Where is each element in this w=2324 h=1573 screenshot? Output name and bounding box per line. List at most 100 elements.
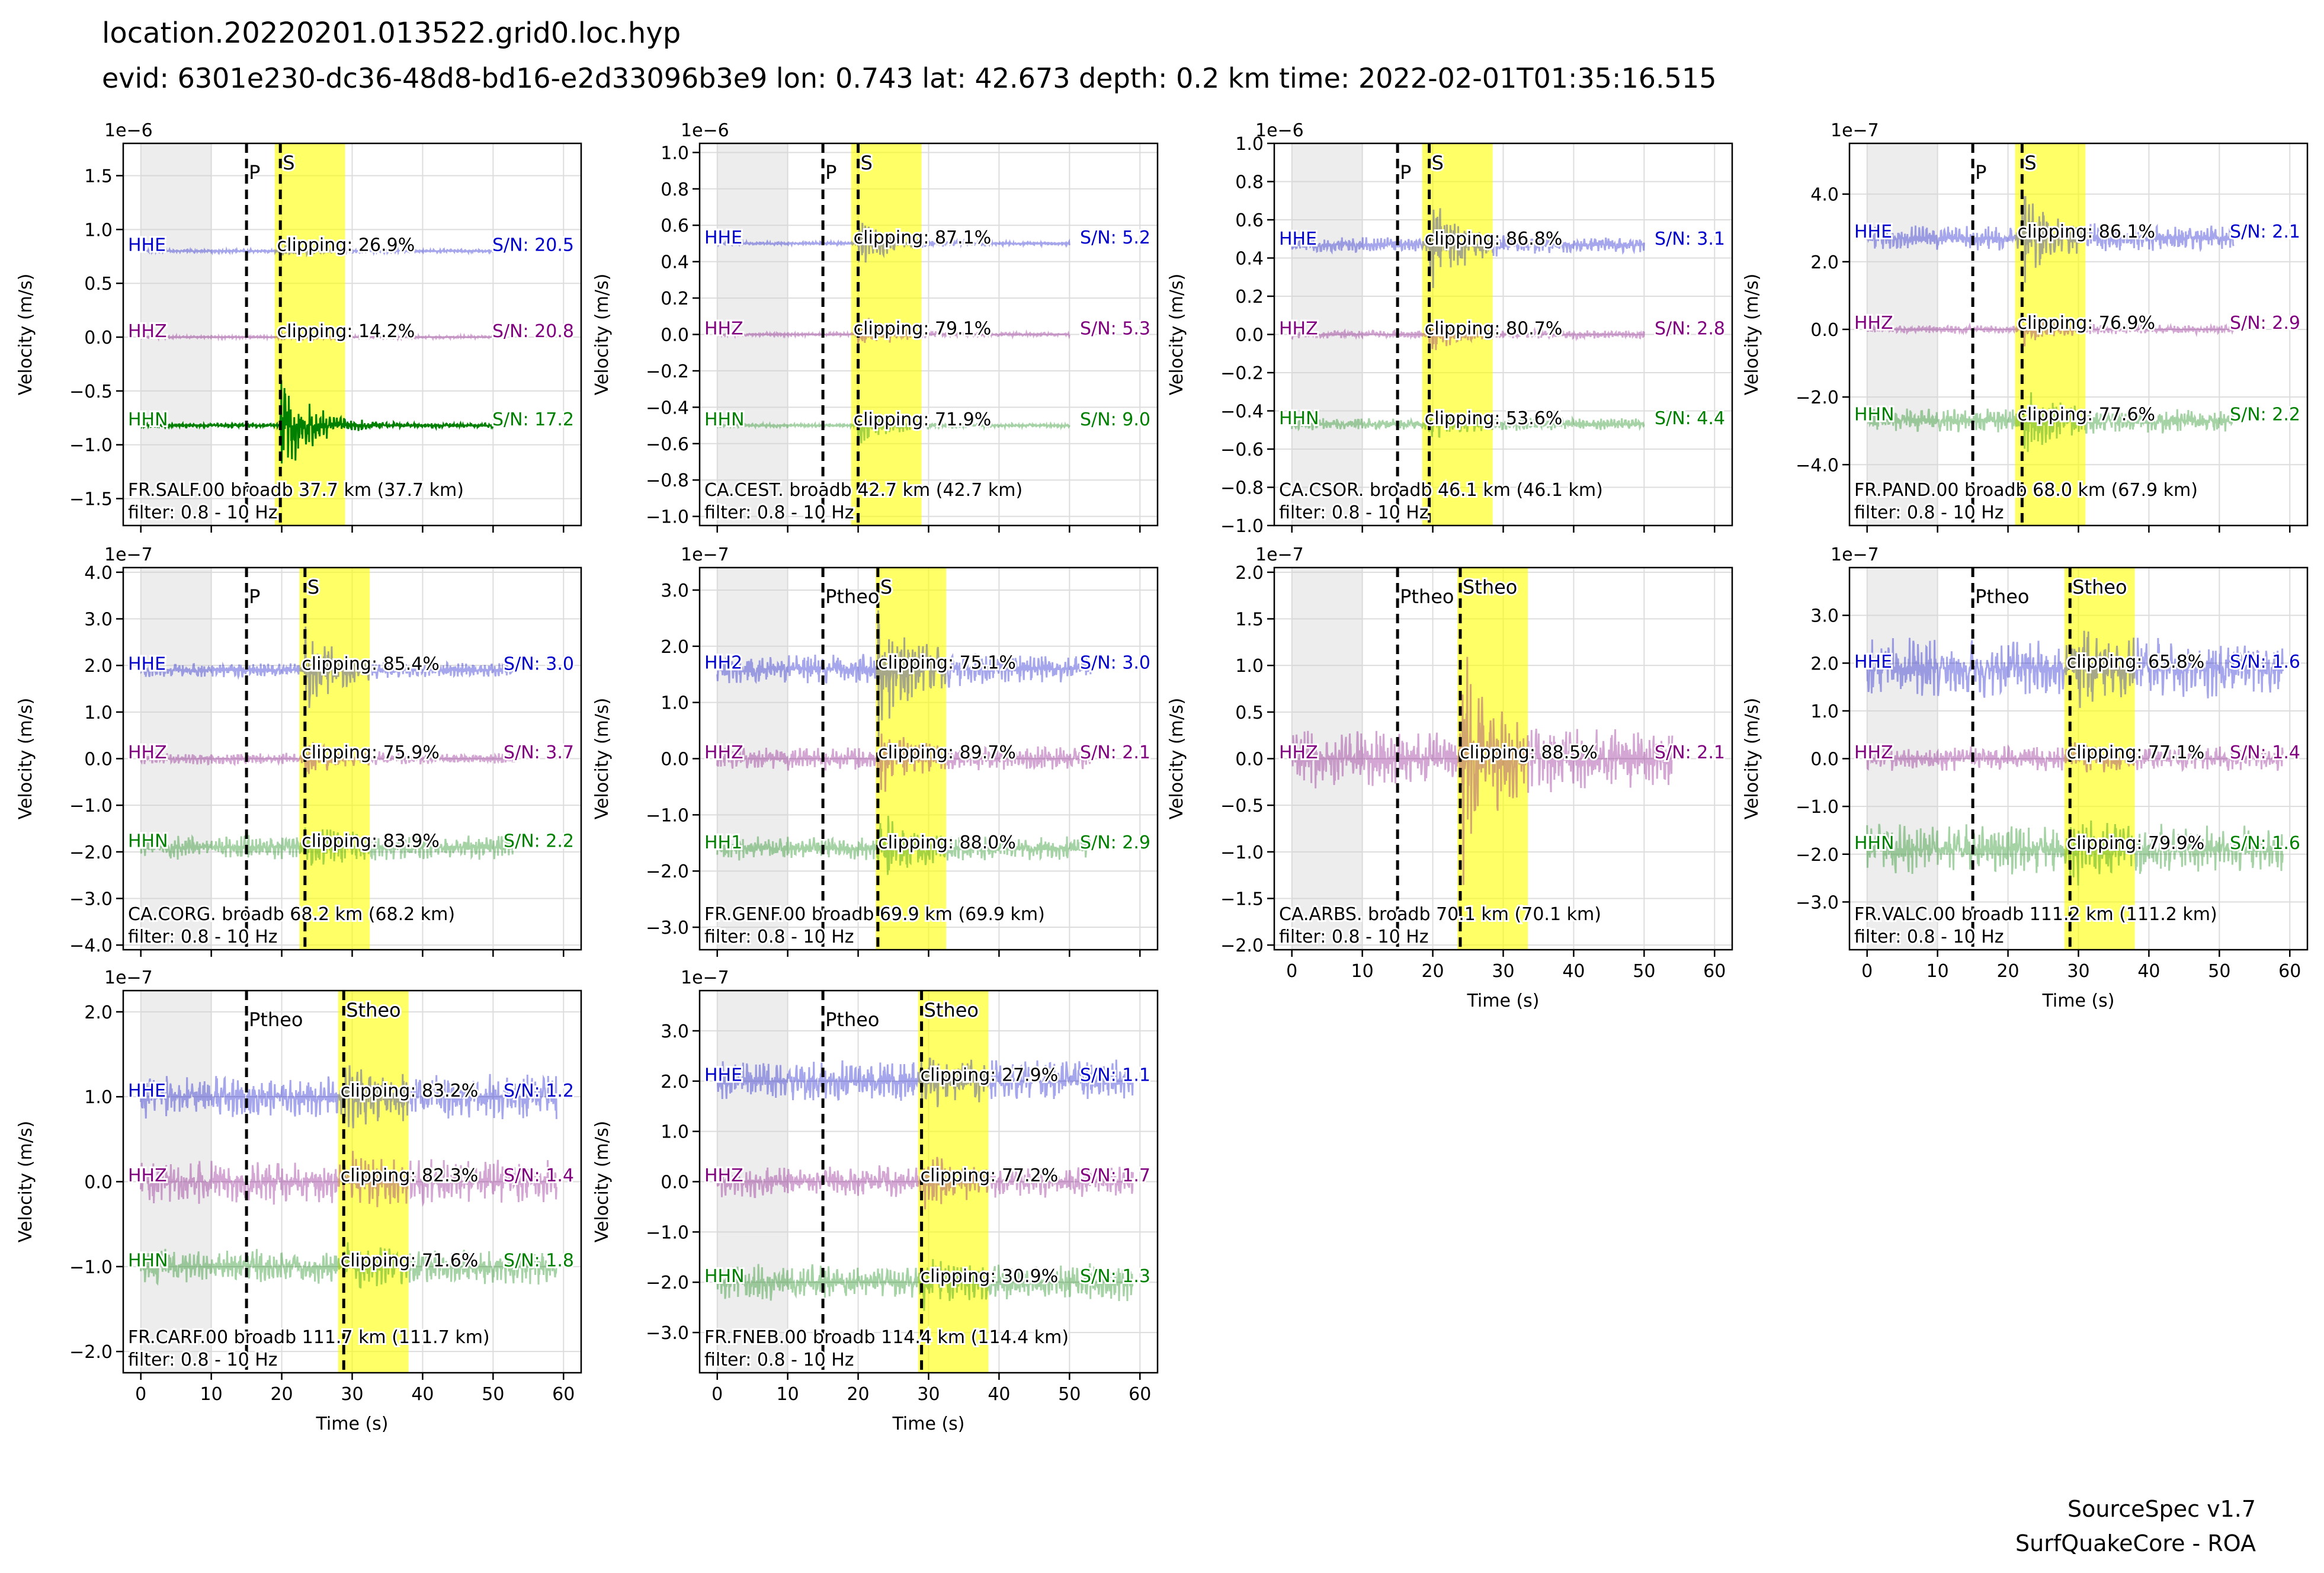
trace-hhn [716, 412, 1070, 444]
channel-label: HHZ [1854, 742, 1893, 763]
clipping-label: clipping: 77.1% [2067, 742, 2205, 763]
pick-label: Ptheo [1975, 585, 2029, 608]
x-tick-label: 60 [2278, 961, 2301, 982]
clipping-label: clipping: 77.6% [2017, 404, 2155, 425]
trace-hh2 [716, 610, 1092, 737]
trace-hhe [716, 1057, 1134, 1107]
y-tick-label: 1.5 [84, 166, 113, 187]
sn-label: S/N: 3.0 [504, 654, 574, 675]
y-tick-label: 0.2 [1235, 287, 1264, 307]
plot-area [700, 568, 1158, 950]
pick-label: S [861, 152, 873, 174]
y-tick-label: 0.8 [661, 180, 689, 200]
clipping-label: clipping: 71.9% [854, 409, 992, 430]
trace-hhe [1291, 208, 1645, 289]
x-tick-label: 50 [1058, 1384, 1081, 1405]
y-tick-label: 1.0 [84, 1087, 113, 1108]
signal-window [2064, 568, 2135, 950]
y-tick-label: 0.0 [661, 749, 689, 770]
station-label: FR.PAND.00 broadb 68.0 km (67.9 km) [1854, 480, 2198, 501]
y-tick-label: −2.0 [1796, 387, 1839, 408]
pick-label: S [1432, 152, 1444, 174]
y-tick-label: −1.0 [646, 805, 689, 826]
filter-label: filter: 0.8 - 10 Hz [704, 502, 854, 523]
y-axis-label: Velocity (m/s) [1166, 698, 1187, 820]
footer-credit: SurfQuakeCore - ROA [2015, 1530, 2256, 1556]
filter-label: filter: 0.8 - 10 Hz [1279, 502, 1429, 523]
station-panel: P S HHE clipping: 87.1% S/N: 5.2 HHZ clipping:… [592, 120, 1159, 533]
sn-label: S/N: 17.2 [492, 409, 574, 430]
plot-area [1849, 568, 2307, 950]
sn-label: S/N: 3.0 [1080, 652, 1150, 673]
clipping-label: clipping: 53.6% [1425, 408, 1563, 429]
clipping-label: clipping: 83.9% [302, 831, 440, 851]
sn-label: S/N: 1.1 [1080, 1065, 1150, 1085]
sn-label: S/N: 2.1 [1080, 742, 1150, 763]
y-tick-label: 0.4 [661, 252, 689, 273]
figure-title: location.20220201.013522.grid0.loc.hyp [102, 17, 681, 50]
trace-hhn [1866, 392, 2235, 452]
sn-label: S/N: 2.8 [1655, 318, 1725, 339]
y-tick-label: 0.0 [84, 328, 113, 348]
x-tick-label: 10 [200, 1384, 223, 1405]
channel-label: HHZ [1279, 742, 1318, 763]
trace-hh1 [716, 815, 1092, 875]
y-tick-label: 1.0 [1235, 656, 1264, 677]
x-tick-label: 20 [847, 1384, 869, 1405]
y-tick-label: −3.0 [1796, 892, 1839, 913]
channel-label: HHN [128, 831, 168, 851]
signal-window [918, 991, 989, 1373]
y-tick-label: 1.0 [84, 220, 113, 241]
station-panel: P S HHE clipping: 85.4% S/N: 3.0 HHZ clipping:… [15, 544, 582, 957]
plot-area [700, 143, 1158, 526]
x-tick-label: 40 [1562, 961, 1585, 982]
y-tick-label: 1.0 [661, 143, 689, 164]
station-label: CA.ARBS. broadb 70.1 km (70.1 km) [1279, 904, 1601, 925]
y-tick-label: 2.0 [661, 637, 689, 658]
y-tick-label: −0.4 [1220, 402, 1264, 422]
y-tick-label: −1.0 [69, 1257, 113, 1278]
station-panel: Ptheo S HH2 clipping: 75.1% S/N: 3.0 HHZ clipp… [592, 544, 1159, 957]
pick-label: Ptheo [825, 1008, 879, 1031]
filter-label: filter: 0.8 - 10 Hz [128, 1350, 278, 1370]
channel-label: HHN [1279, 408, 1319, 429]
sn-label: S/N: 5.2 [1080, 228, 1150, 248]
y-tick-label: 3.0 [1810, 606, 1839, 627]
y-tick-label: −2.0 [646, 1273, 689, 1293]
channel-label: HHE [128, 1081, 166, 1101]
signal-window [2015, 143, 2086, 526]
x-tick-label: 30 [917, 1384, 940, 1405]
y-tick-label: 0.0 [661, 1172, 689, 1193]
pick-label: P [825, 161, 836, 184]
y-axis-label: Velocity (m/s) [1742, 274, 1762, 396]
sn-label: S/N: 2.9 [1080, 832, 1150, 853]
filter-label: filter: 0.8 - 10 Hz [704, 1350, 854, 1370]
plot-area [1274, 568, 1732, 950]
sn-label: S/N: 20.5 [492, 235, 574, 255]
station-label: CA.CORG. broadb 68.2 km (68.2 km) [128, 904, 455, 925]
clipping-label: clipping: 83.2% [341, 1081, 479, 1101]
y-axis-label: Velocity (m/s) [592, 1121, 613, 1243]
station-panel: Ptheo Stheo HHE clipping: 83.2% S/N: 1.2 HHZ c… [15, 967, 582, 1434]
station-label: CA.CEST. broadb 42.7 km (42.7 km) [704, 480, 1022, 501]
y-tick-label: 2.0 [84, 656, 113, 677]
trace-hhz [140, 1151, 557, 1207]
signal-window [338, 991, 409, 1373]
y-tick-label: −1.0 [1796, 797, 1839, 818]
y-axis-label: Velocity (m/s) [15, 698, 36, 820]
y-tick-label: 3.0 [84, 610, 113, 630]
channel-label: HHN [1854, 833, 1895, 854]
y-tick-label: 0.0 [1235, 749, 1264, 770]
x-tick-label: 50 [1633, 961, 1655, 982]
station-panel: Ptheo Stheo HHE clipping: 27.9% S/N: 1.1 HHZ c… [592, 967, 1159, 1434]
filter-label: filter: 0.8 - 10 Hz [1854, 927, 2004, 947]
y-tick-label: −1.0 [646, 507, 689, 528]
pick-label: S [2024, 152, 2036, 174]
y-tick-label: −1.0 [646, 1222, 689, 1243]
sn-label: S/N: 3.1 [1655, 229, 1725, 249]
channel-label: HHZ [1854, 313, 1893, 334]
y-tick-label: 2.0 [661, 1072, 689, 1093]
y-tick-label: 0.4 [1235, 249, 1264, 270]
filter-label: filter: 0.8 - 10 Hz [128, 927, 278, 947]
y-tick-label: 2.0 [1810, 653, 1839, 674]
